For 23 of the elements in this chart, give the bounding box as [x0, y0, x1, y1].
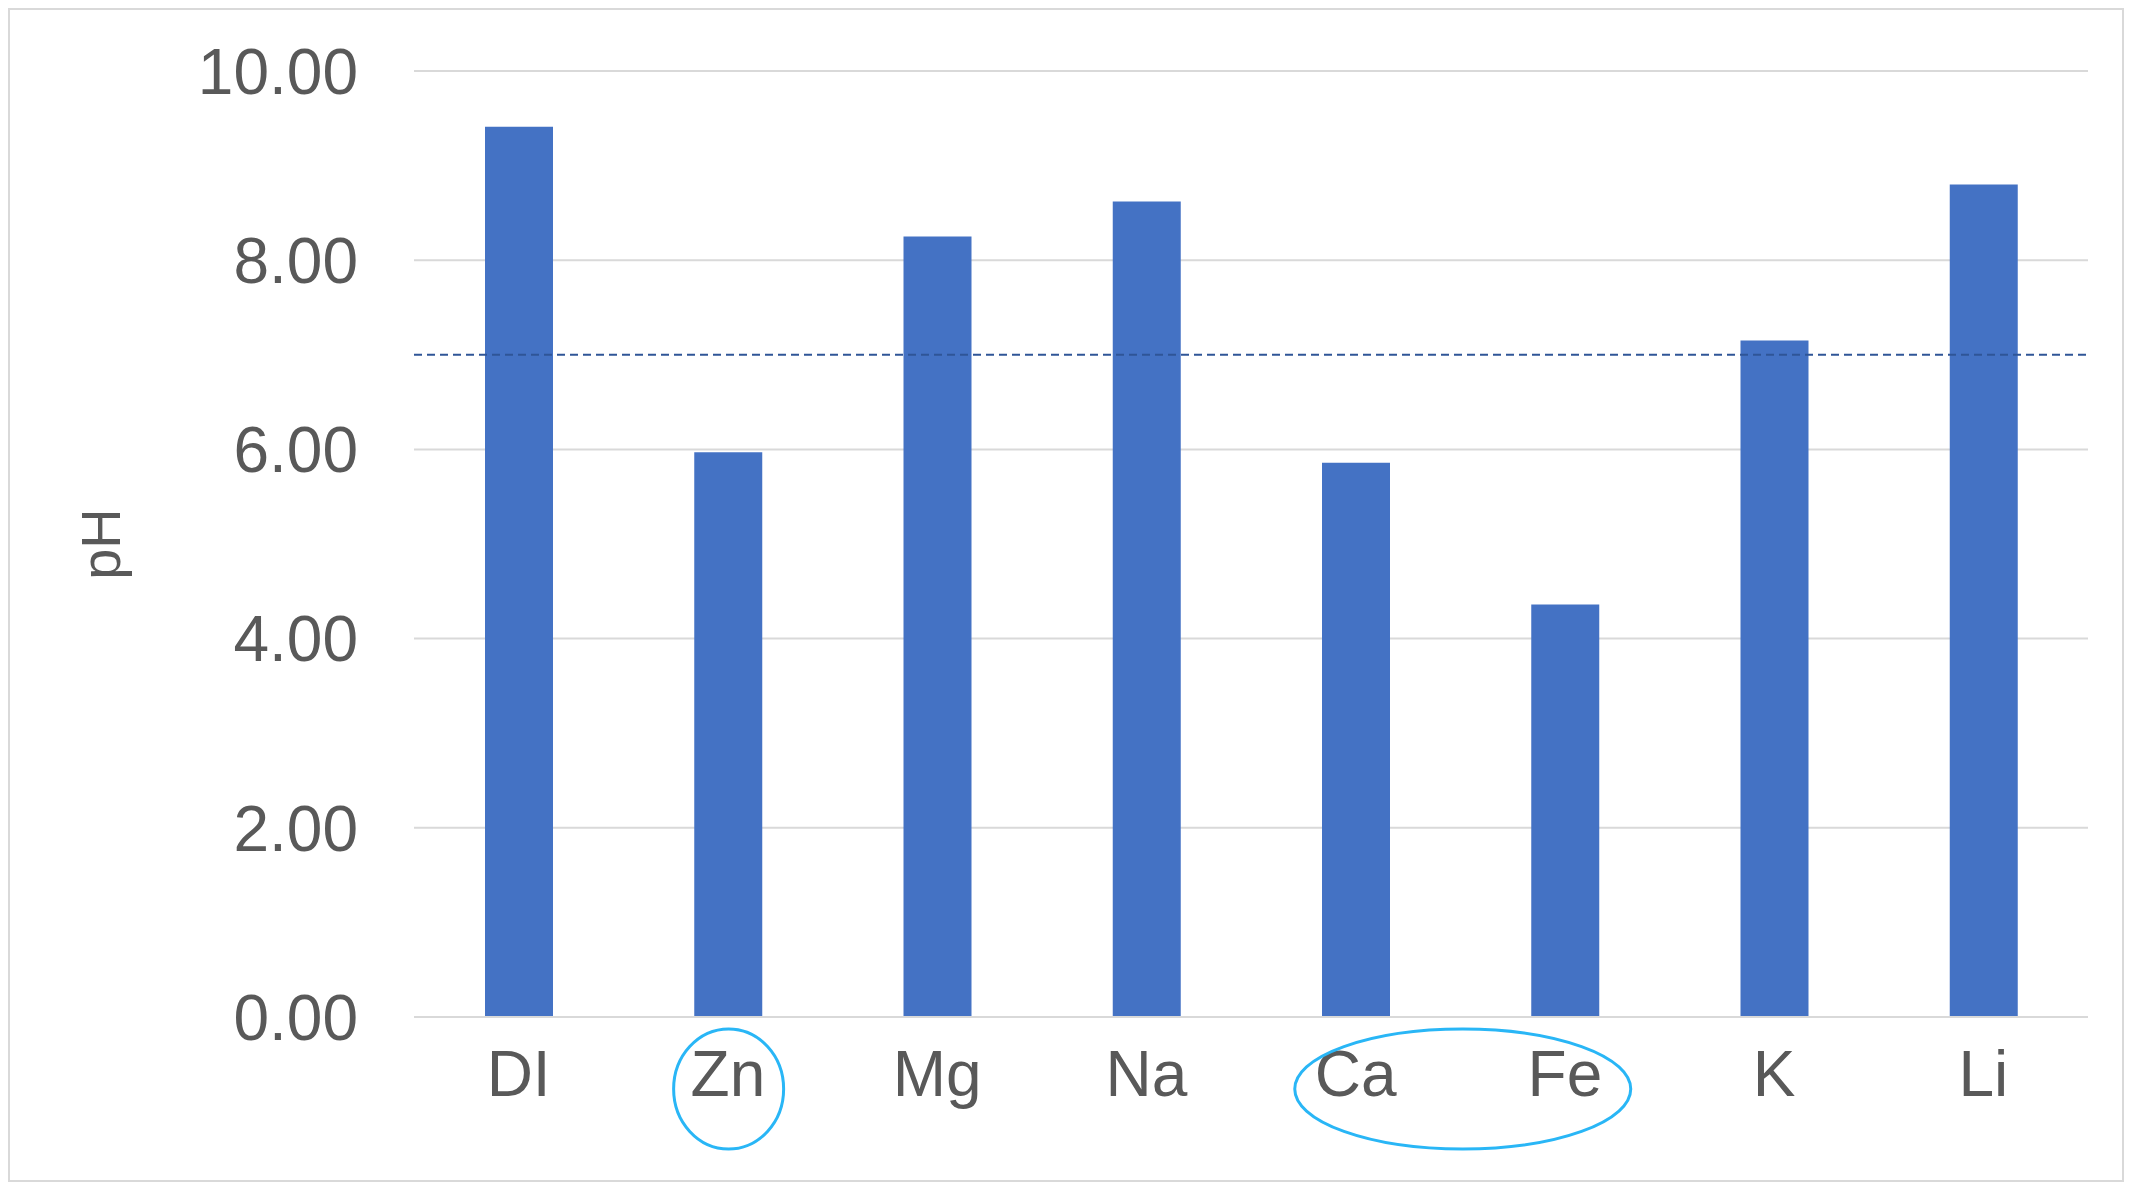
y-tick-label: 2.00	[233, 792, 358, 865]
bar	[1112, 201, 1181, 1017]
x-tick-label: K	[1752, 1038, 1796, 1111]
bar	[903, 236, 972, 1017]
y-axis-title: pH	[68, 508, 132, 580]
x-tick-label: Na	[1105, 1038, 1188, 1111]
bar	[485, 126, 553, 1017]
y-tick-label: 8.00	[233, 224, 358, 297]
y-tick-label: 6.00	[233, 414, 358, 487]
x-tick-label: Ca	[1314, 1038, 1397, 1111]
bar	[1322, 462, 1390, 1017]
x-tick-label: Fe	[1527, 1038, 1603, 1111]
x-tick-label: Zn	[690, 1038, 766, 1111]
y-tick-label: 0.00	[233, 981, 358, 1054]
bar	[1531, 604, 1600, 1017]
x-tick-label: DI	[486, 1038, 551, 1111]
bar	[1740, 340, 1809, 1017]
y-tick-label: 10.00	[197, 35, 358, 108]
x-tick-label: Li	[1958, 1038, 2009, 1111]
y-tick-label: 4.00	[233, 603, 358, 676]
x-tick-label: Mg	[892, 1038, 982, 1111]
bar	[1949, 184, 2018, 1017]
bar	[694, 452, 763, 1017]
